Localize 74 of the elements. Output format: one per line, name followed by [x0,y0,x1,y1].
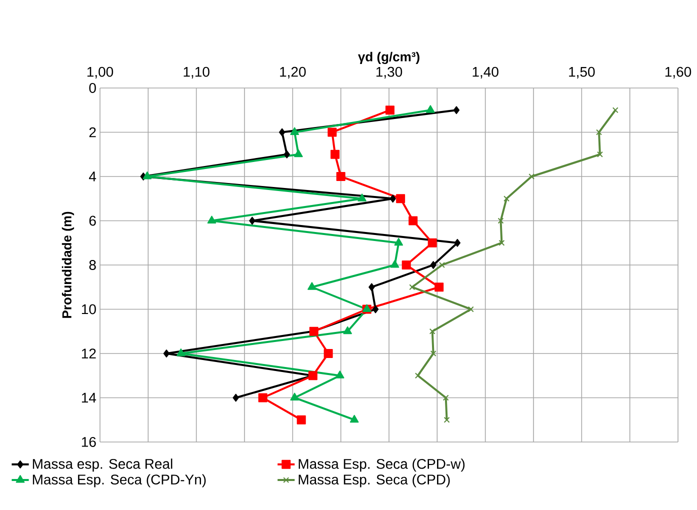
x-axis-title: γd (g/cm³) [358,52,420,64]
point [232,394,239,402]
point [453,106,460,114]
point [428,238,437,248]
point [504,196,510,202]
y-tick-label: 4 [89,172,96,182]
x-tick-label: 1,40 [472,66,498,78]
point [426,105,435,113]
y-tick-label: 14 [82,392,96,403]
point [290,127,299,135]
point [612,107,618,114]
point [468,306,474,312]
point [368,283,375,292]
point [390,194,396,203]
point [163,349,170,358]
point [372,305,379,314]
point [278,128,286,136]
point [284,150,290,158]
y-tick-label: 12 [82,348,96,358]
point [308,282,316,290]
y-tick-label: 2 [89,127,96,138]
point [408,216,418,226]
y-tick-label: 16 [82,437,96,447]
point [402,260,411,270]
point [528,174,535,180]
x-tick-label: 1,20 [280,66,306,78]
point [434,282,444,292]
point [442,394,449,401]
point [596,151,603,158]
x-tick-label: 1,50 [569,66,595,78]
legend-label: Massa Esp. Seca (CPD) [298,474,450,488]
point [498,240,505,246]
point [249,216,256,225]
y-axis-title: Profundidade (m) [62,212,74,318]
point [324,348,333,358]
point [350,414,359,423]
legend-label: Massa Esp. Seca (CPD-Yn) [32,474,206,488]
x-tick-label: 1,30 [376,66,402,78]
point [396,194,406,204]
point [328,128,337,137]
point [394,238,404,246]
point [414,372,421,379]
point [430,350,436,356]
y-tick-label: 6 [89,216,96,226]
point [596,129,602,136]
point [454,238,461,247]
point [498,218,504,224]
point [336,172,346,181]
point [439,262,445,268]
point [358,194,366,202]
point [444,416,450,423]
x-tick-label: 1,60 [665,66,692,78]
point [390,260,400,268]
x-tick-label: 1,00 [87,66,114,78]
legend-label: Massa esp. Seca Real [32,458,172,472]
point [409,284,416,290]
y-tick-label: 0 [89,83,96,93]
point [343,326,352,334]
legend-label: Massa Esp. Seca (CPD-w) [298,458,465,472]
point [258,393,268,402]
point [430,260,436,269]
point [385,106,394,115]
point [176,348,186,356]
y-tick-label: 10 [82,304,96,314]
point [142,171,152,180]
point [296,415,306,424]
point [429,328,436,334]
point [335,370,344,378]
point [290,392,299,400]
x-tick-label: 1,10 [184,66,210,78]
point [330,150,340,159]
point [207,216,216,224]
y-tick-label: 8 [89,260,96,270]
point [294,149,303,158]
